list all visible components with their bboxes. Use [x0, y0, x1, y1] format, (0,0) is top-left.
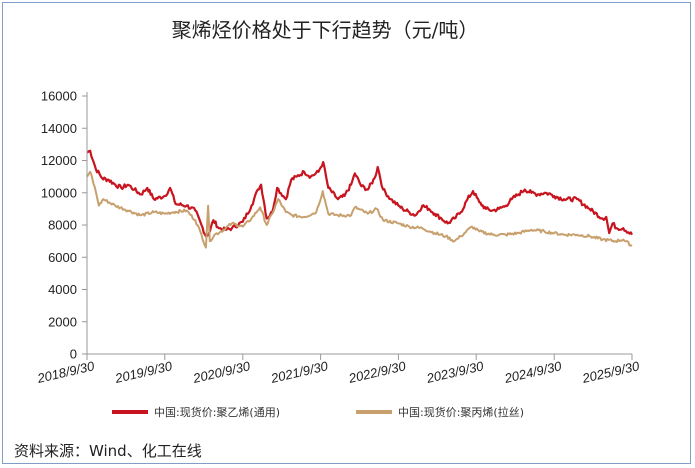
x-tick-label: 2025/9/30 [580, 358, 641, 386]
x-tick-label: 2021/9/30 [269, 358, 330, 386]
y-tick-label: 14000 [41, 121, 77, 136]
y-tick-label: 0 [70, 347, 77, 362]
x-tick-label: 2018/9/30 [35, 358, 96, 386]
chart-frame [2, 2, 691, 464]
x-tick-label: 2024/9/30 [502, 358, 563, 386]
y-tick-label: 16000 [41, 89, 77, 104]
x-tick-label: 2019/9/30 [113, 358, 174, 386]
x-tick-label: 2020/9/30 [191, 358, 252, 386]
series-line-2 [86, 170, 633, 249]
y-tick-label: 10000 [41, 185, 77, 200]
legend-label-2: 中国:现货价:聚丙烯(拉丝) [398, 405, 524, 419]
chart-title: 聚烯烃价格处于下行趋势（元/吨） [171, 18, 479, 42]
legend-label-1: 中国:现货价:聚乙烯(通用) [154, 405, 280, 419]
y-tick-label: 12000 [41, 153, 77, 168]
y-tick-label: 8000 [48, 218, 77, 233]
x-tick-label: 2023/9/30 [424, 358, 485, 386]
y-tick-label: 6000 [48, 250, 77, 265]
y-tick-label: 4000 [48, 282, 77, 297]
x-tick-label: 2022/9/30 [346, 358, 407, 386]
y-tick-label: 2000 [48, 314, 77, 329]
series-line-1 [86, 149, 633, 238]
source-note: 资料来源：Wind、化工在线 [14, 442, 202, 460]
